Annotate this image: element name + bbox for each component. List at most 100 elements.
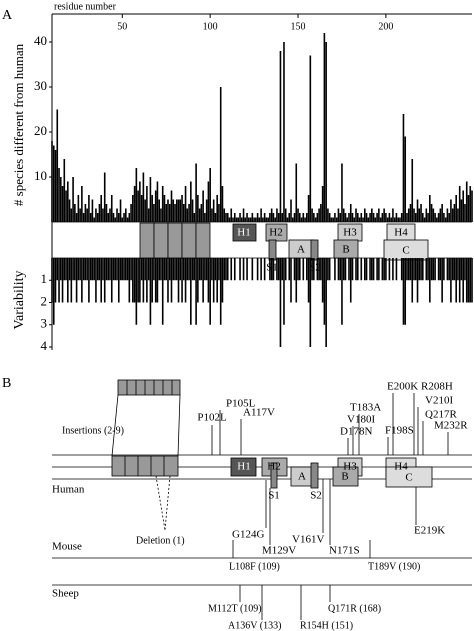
bar [93, 217, 95, 222]
bar [160, 208, 162, 222]
bar [109, 258, 111, 281]
bar [283, 258, 285, 325]
bar [376, 258, 378, 281]
bar [288, 213, 291, 222]
bar [100, 258, 103, 303]
bar [77, 258, 80, 281]
bar [200, 258, 203, 281]
bar [51, 141, 53, 222]
bar [279, 258, 282, 347]
bar [56, 109, 59, 222]
bar [328, 213, 331, 222]
bar [51, 258, 53, 303]
bar [450, 258, 452, 303]
y-tick-label: 10 [34, 168, 47, 183]
bar [81, 186, 83, 222]
bar [230, 258, 233, 281]
bar [434, 213, 436, 222]
bar [154, 258, 157, 303]
bar [284, 258, 287, 281]
bar [342, 208, 345, 222]
bar [351, 213, 354, 222]
panel-label: A [2, 8, 13, 23]
bar [153, 204, 155, 222]
bar [406, 258, 408, 281]
mutation: L108F (109) [229, 561, 280, 572]
bar [335, 217, 338, 222]
bar [117, 258, 120, 303]
bar [395, 258, 398, 281]
bar [121, 217, 124, 222]
bar [320, 258, 322, 281]
bar [411, 258, 414, 303]
bar [212, 199, 215, 222]
bar [279, 51, 282, 222]
bar [89, 213, 92, 222]
bar [327, 258, 329, 281]
bar [207, 181, 210, 222]
bar [70, 208, 73, 222]
bar [313, 213, 315, 222]
bar [79, 258, 81, 281]
bar [395, 213, 398, 222]
bar [198, 258, 201, 281]
structure-label: S2 [309, 262, 321, 274]
bar [450, 199, 452, 222]
bar [381, 213, 384, 222]
bar [328, 258, 331, 281]
bar [339, 258, 342, 281]
bar [197, 258, 199, 303]
bar [91, 258, 94, 281]
bar [376, 213, 378, 222]
bar [195, 163, 197, 222]
bar [453, 258, 456, 281]
bar [177, 199, 180, 222]
bar [244, 217, 247, 222]
bar [469, 186, 472, 222]
bar [84, 258, 87, 281]
bar [286, 217, 289, 222]
bar [295, 258, 298, 303]
bar [246, 213, 248, 222]
bar [353, 217, 356, 222]
bar [149, 258, 152, 325]
bar [119, 199, 122, 222]
bar [223, 208, 226, 222]
bar [110, 195, 113, 222]
bar [402, 258, 405, 325]
mutation: R154H (151) [300, 620, 353, 631]
bar [404, 258, 407, 325]
bar [237, 217, 240, 222]
bar [68, 199, 71, 222]
bar [316, 258, 319, 281]
bar [337, 208, 340, 222]
bar [298, 213, 301, 222]
bar [320, 204, 322, 222]
bar [68, 258, 71, 281]
bar [163, 258, 166, 281]
bar [369, 213, 371, 222]
bar [258, 217, 261, 222]
species-label: Sheep [52, 588, 79, 600]
bar [464, 258, 466, 281]
bar [283, 42, 285, 222]
structure-label: H1 [237, 227, 250, 239]
bar [385, 213, 387, 222]
bar [96, 213, 99, 222]
structure-a [139, 222, 429, 261]
bar [105, 258, 108, 281]
bar [448, 258, 450, 281]
mutation: E219K [414, 525, 445, 537]
bar [139, 181, 141, 222]
bar [429, 258, 431, 303]
bar [204, 258, 206, 281]
bar [158, 199, 160, 222]
bar [156, 181, 159, 222]
bar [313, 258, 315, 281]
bar [379, 217, 382, 222]
bar [117, 213, 120, 222]
bar [263, 213, 266, 222]
y-tick-label: 2 [41, 293, 48, 308]
bar [374, 217, 377, 222]
bar [425, 208, 428, 222]
